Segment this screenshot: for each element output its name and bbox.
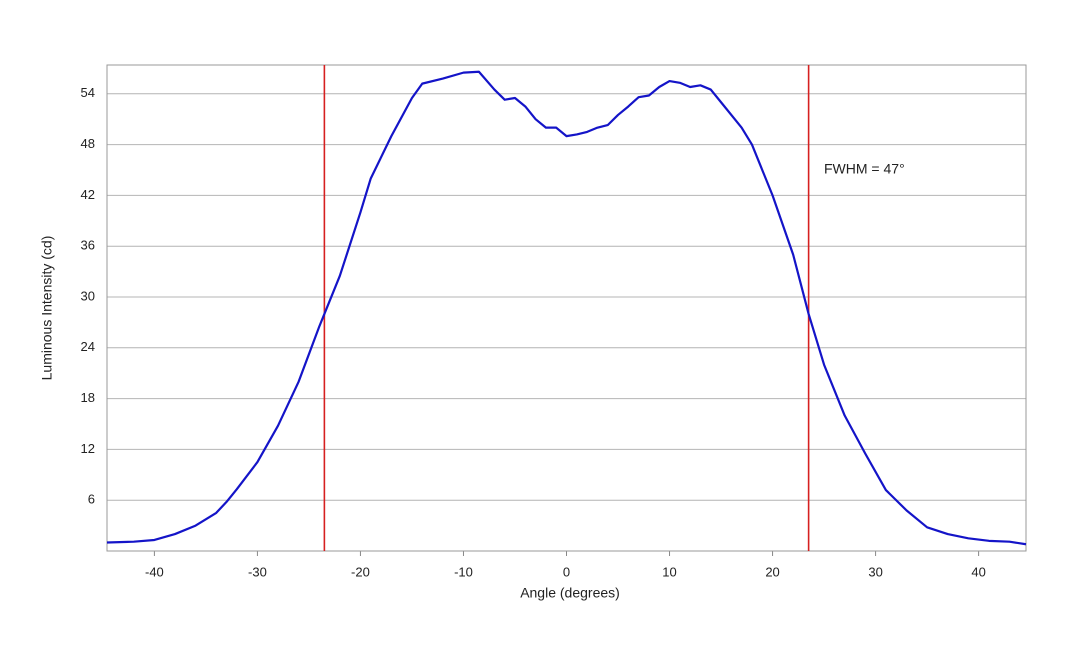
x-tick-label: -40 — [145, 564, 164, 579]
x-tick-label: 40 — [971, 564, 985, 579]
x-tick-label: 10 — [662, 564, 676, 579]
data-line — [106, 70, 1027, 546]
x-tick-label: -30 — [248, 564, 267, 579]
y-tick-label: 42 — [81, 187, 95, 202]
y-tick-label: 6 — [88, 492, 95, 507]
y-tick-label: 54 — [81, 85, 95, 100]
x-tick-label: 30 — [868, 564, 882, 579]
x-tick-label: -20 — [351, 564, 370, 579]
y-tick-label: 36 — [81, 238, 95, 253]
y-tick-label: 12 — [81, 441, 95, 456]
y-tick-label: 48 — [81, 136, 95, 151]
x-tick-label: 0 — [563, 564, 570, 579]
y-axis-label: Luminous Intensity (cd) — [39, 236, 55, 381]
y-tick-label: 30 — [81, 288, 95, 303]
y-tick-label: 24 — [81, 339, 95, 354]
x-tick-label: -10 — [454, 564, 473, 579]
annotation: FWHM = 47° — [824, 161, 905, 177]
plot-frame — [106, 64, 1027, 552]
x-tick-label: 20 — [765, 564, 779, 579]
x-axis-label: Angle (degrees) — [520, 585, 620, 601]
y-tick-label: 18 — [81, 390, 95, 405]
